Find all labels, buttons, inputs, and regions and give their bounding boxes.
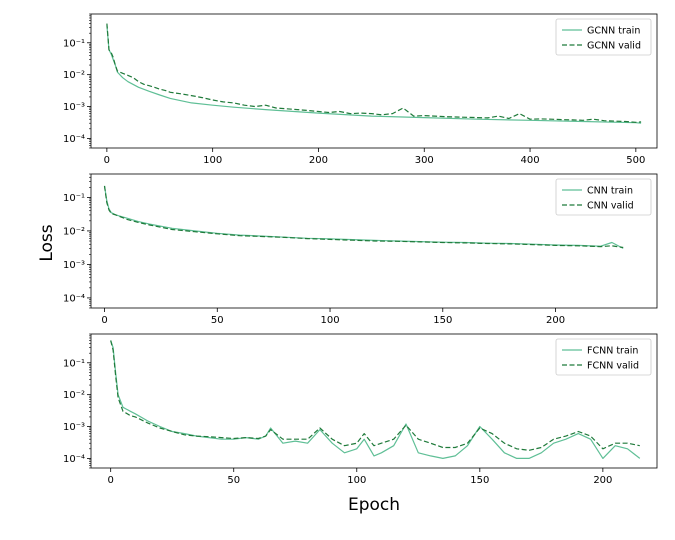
legend-label: FCNN train — [587, 346, 638, 357]
y-tick-label: 10⁻² — [63, 70, 85, 81]
series-line-fcnn-valid — [110, 340, 640, 451]
y-tick-label: 10⁻¹ — [63, 358, 85, 369]
x-tick-label: 0 — [107, 475, 113, 486]
x-tick-label: 300 — [415, 155, 434, 166]
x-tick-label: 200 — [593, 475, 612, 486]
x-tick-label: 200 — [309, 155, 328, 166]
x-tick-label: 150 — [470, 475, 489, 486]
y-tick-label: 10⁻¹ — [63, 38, 85, 49]
legend-label: GCNN train — [587, 26, 640, 37]
x-tick-label: 200 — [546, 315, 565, 326]
legend-box — [555, 338, 652, 376]
series-line-gcnn-valid — [106, 23, 642, 123]
x-tick-label: 0 — [104, 155, 110, 166]
x-tick-label: 500 — [626, 155, 645, 166]
y-tick-label: 10⁻² — [63, 226, 85, 237]
series-line-cnn-valid — [103, 185, 624, 249]
legend-label: CNN train — [587, 186, 633, 197]
series-line-fcnn-train — [110, 340, 641, 459]
series-line-cnn-train — [103, 185, 624, 249]
plot-frame — [90, 333, 658, 469]
legend-label: GCNN valid — [587, 41, 641, 52]
y-tick-label: 10⁻⁴ — [63, 293, 85, 304]
legend-box — [555, 178, 652, 216]
cnn-loss-panel: 0 50 100 150 200 10⁻⁴ 10⁻³ 10⁻² 10⁻¹ CNN train CNN… — [63, 173, 658, 326]
x-tick-label: 100 — [347, 475, 366, 486]
legend-label: FCNN valid — [587, 361, 639, 372]
y-axis-title: Loss — [37, 224, 57, 261]
x-axis-title: Epoch — [348, 495, 400, 515]
x-tick-label: 100 — [203, 155, 222, 166]
gcnn-loss-panel: 0 100 200 300 400 500 10⁻⁴ 10⁻³ 10⁻² 10⁻¹ GCNN tra… — [63, 13, 658, 166]
y-tick-label: 10⁻² — [63, 390, 85, 401]
fcnn-loss-panel: 0 50 100 150 200 10⁻⁴ 10⁻³ 10⁻² 10⁻¹ FCNN train FC… — [63, 333, 658, 486]
y-tick-label: 10⁻⁴ — [63, 134, 85, 145]
x-tick-label: 0 — [101, 315, 107, 326]
legend-box — [555, 18, 652, 56]
x-tick-label: 150 — [433, 315, 452, 326]
x-tick-label: 400 — [520, 155, 539, 166]
y-tick-label: 10⁻³ — [63, 102, 85, 113]
plot-frame — [90, 13, 658, 149]
y-tick-label: 10⁻³ — [63, 260, 85, 271]
y-tick-label: 10⁻⁴ — [63, 454, 85, 465]
x-tick-label: 50 — [227, 475, 240, 486]
legend-label: CNN valid — [587, 201, 634, 212]
y-tick-label: 10⁻³ — [63, 422, 85, 433]
y-tick-label: 10⁻¹ — [63, 193, 85, 204]
x-tick-label: 50 — [211, 315, 224, 326]
x-tick-label: 100 — [320, 315, 339, 326]
